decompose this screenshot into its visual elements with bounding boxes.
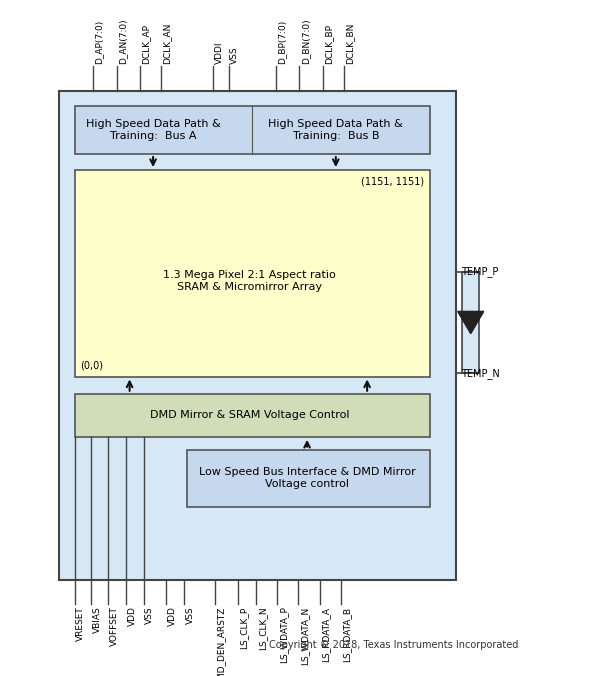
Text: D_AP(7:0): D_AP(7:0) bbox=[95, 20, 104, 64]
Text: VSS: VSS bbox=[186, 606, 195, 624]
Text: High Speed Data Path &
Training:  Bus A: High Speed Data Path & Training: Bus A bbox=[86, 120, 220, 141]
Bar bbox=[75, 170, 430, 377]
Bar bbox=[75, 393, 430, 437]
Text: VRESET: VRESET bbox=[76, 606, 86, 642]
Bar bbox=[59, 91, 456, 580]
Text: VOFFSET: VOFFSET bbox=[110, 606, 119, 646]
Bar bbox=[187, 450, 430, 507]
Polygon shape bbox=[458, 312, 484, 334]
Text: High Speed Data Path &
Training:  Bus B: High Speed Data Path & Training: Bus B bbox=[268, 120, 403, 141]
Text: D_BP(7:0): D_BP(7:0) bbox=[277, 20, 287, 64]
Text: DCLK_AN: DCLK_AN bbox=[163, 22, 172, 64]
Text: (1151, 1151): (1151, 1151) bbox=[361, 176, 424, 187]
Text: DCLK_AP: DCLK_AP bbox=[141, 24, 151, 64]
Bar bbox=[462, 272, 480, 373]
Text: LS_WDATA_P: LS_WDATA_P bbox=[279, 606, 288, 663]
Text: VSS: VSS bbox=[145, 606, 154, 624]
Text: LS_WDATA_N: LS_WDATA_N bbox=[300, 606, 309, 665]
Bar bbox=[75, 107, 430, 154]
Text: D_AN(7:0): D_AN(7:0) bbox=[118, 18, 127, 64]
Text: LS_RDATA_B: LS_RDATA_B bbox=[342, 606, 351, 662]
Text: VDD: VDD bbox=[127, 606, 137, 627]
Text: LS_CLK_P: LS_CLK_P bbox=[239, 606, 248, 649]
Text: TEMP_N: TEMP_N bbox=[461, 368, 500, 379]
Text: VDDI: VDDI bbox=[215, 41, 224, 64]
Text: Low Speed Bus Interface & DMD Mirror
Voltage control: Low Speed Bus Interface & DMD Mirror Vol… bbox=[198, 467, 415, 489]
Text: LS_CLK_N: LS_CLK_N bbox=[258, 606, 267, 650]
Text: DMD_DEN_ARSTZ: DMD_DEN_ARSTZ bbox=[216, 606, 225, 676]
Text: (0,0): (0,0) bbox=[80, 360, 103, 370]
Text: DCLK_BP: DCLK_BP bbox=[324, 24, 333, 64]
Text: DCLK_BN: DCLK_BN bbox=[345, 22, 354, 64]
Text: Copyright © 2018, Texas Instruments Incorporated: Copyright © 2018, Texas Instruments Inco… bbox=[269, 639, 518, 650]
Text: TEMP_P: TEMP_P bbox=[461, 266, 498, 277]
Text: VDD: VDD bbox=[168, 606, 177, 627]
Text: DMD Mirror & SRAM Voltage Control: DMD Mirror & SRAM Voltage Control bbox=[150, 410, 350, 420]
Text: VSS: VSS bbox=[230, 46, 239, 64]
Text: LS_RDATA_A: LS_RDATA_A bbox=[322, 606, 331, 662]
Text: 1.3 Mega Pixel 2:1 Aspect ratio
SRAM & Micromirror Array: 1.3 Mega Pixel 2:1 Aspect ratio SRAM & M… bbox=[163, 270, 336, 292]
Text: VBIAS: VBIAS bbox=[93, 606, 102, 633]
Text: D_BN(7:0): D_BN(7:0) bbox=[301, 18, 310, 64]
